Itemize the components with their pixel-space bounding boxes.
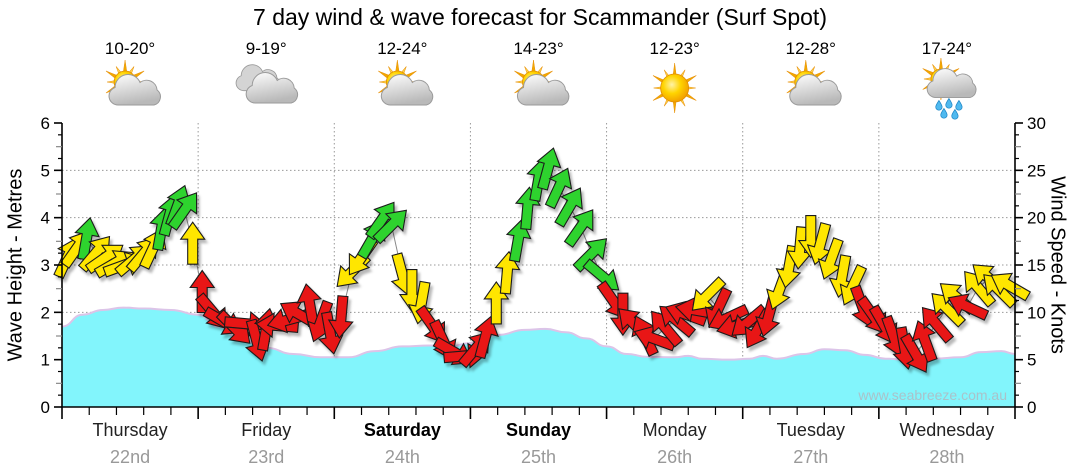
weather-icon-partly-cloudy [514,59,570,106]
day-name: Thursday [93,420,168,440]
wind-arrow-glyph [691,276,727,311]
wind-arrow-glyph [327,295,354,339]
weather-icon-cloudy [235,64,299,104]
wind-axis-tick-label: 30 [1027,114,1046,133]
wave-axis-tick-label: 2 [41,303,50,322]
wind-arrow [691,276,727,311]
wind-arrow [179,221,206,265]
day-temp: 10-20° [105,39,155,58]
wind-arrow-glyph [74,216,100,261]
wave-area [62,307,1015,407]
cloud-shape [516,74,570,106]
wind-arrow-glyph [167,192,198,231]
wind-arrow [544,167,573,210]
weather-icon-sunny [652,62,697,114]
wind-arrow [921,306,955,344]
wind-arrow-glyph [921,306,955,344]
wave-axis-tick-label: 3 [41,256,50,275]
wind-arrow [563,209,594,248]
day-name: Friday [241,420,291,440]
wind-arrow [167,192,198,231]
watermark: www.seabreeze.com.au [857,387,1007,403]
wave-axis-tick-label: 4 [41,209,50,228]
cloud-shape [245,72,299,104]
raindrop [955,99,963,111]
wind-axis-tick-label: 5 [1027,351,1036,370]
wind-arrow [536,147,562,191]
wind-arrow-glyph [563,209,594,248]
wind-arrow [327,295,354,339]
day-name: Wednesday [900,420,995,440]
wind-arrow [473,315,499,360]
day-date: 28th [929,447,964,467]
weather-icon-partly-cloudy [786,59,842,106]
weather-icon-rain [922,57,977,120]
raindrop [940,107,948,119]
wave-axis-tick-label: 6 [41,114,50,133]
day-temp: 12-28° [786,39,836,58]
wind-arrow [189,269,216,314]
raindrop [951,108,959,120]
day-temp: 14-23° [513,39,563,58]
day-name: Saturday [364,420,441,440]
wave-axis-tick-label: 0 [41,398,50,417]
day-date: 26th [657,447,692,467]
wind-arrow-glyph [473,315,499,360]
wind-arrow [554,187,583,228]
wind-axis-tick-label: 10 [1027,303,1046,322]
wind-arrow [911,320,938,363]
page-title: 7 day wind & wave forecast for Scammande… [253,4,827,30]
wave-axis-tick-label: 5 [41,161,50,180]
sun-disc [660,73,690,103]
raindrop [935,99,943,111]
day-temp: 12-23° [650,39,700,58]
wind-arrow [494,250,521,295]
wind-arrow-glyph [536,147,562,191]
cloud-shape [926,68,977,99]
wind-axis-tick-label: 15 [1027,256,1046,275]
wind-arrow-glyph [544,167,573,210]
day-date: 24th [385,447,420,467]
day-temp: 9-19° [246,39,287,58]
wind-arrow [947,293,990,321]
day-name: Sunday [506,420,571,440]
weather-icon-partly-cloudy [105,59,161,106]
wind-arrow [74,216,100,261]
wind-arrow-glyph [990,272,1032,302]
wind-arrow [990,272,1032,302]
wind-arrow [505,218,532,263]
wind-arrow-glyph [494,250,521,295]
wind-axis-tick-label: 20 [1027,209,1046,228]
day-date: 25th [521,447,556,467]
wind-axis-tick-label: 25 [1027,161,1046,180]
day-date: 22nd [110,447,150,467]
day-temp: 17-24° [922,39,972,58]
day-name: Monday [643,420,707,440]
wind-arrow-glyph [189,269,216,314]
wave-axis-tick-label: 1 [41,351,50,370]
wind-arrow-glyph [572,238,608,273]
wind-arrows [53,147,1032,374]
day-temp: 12-24° [377,39,427,58]
wind-arrow [372,209,408,245]
day-date: 23rd [248,447,284,467]
day-name: Tuesday [777,420,845,440]
wind-arrow-glyph [505,218,532,263]
wind-arrow [572,238,608,273]
wind-arrow-glyph [554,187,583,228]
day-date: 27th [793,447,828,467]
wind-arrow-glyph [947,293,990,321]
wind-arrow-glyph [372,209,408,245]
weather-icon-partly-cloudy [378,59,434,106]
cloud-shape [380,74,434,106]
wind-arrow-glyph [911,320,938,363]
cloud-shape [789,74,842,106]
wind-axis-tick-label: 0 [1027,398,1036,417]
cloud-shape [108,74,161,106]
raindrop [945,97,953,109]
wind-arrow-glyph [179,221,206,265]
